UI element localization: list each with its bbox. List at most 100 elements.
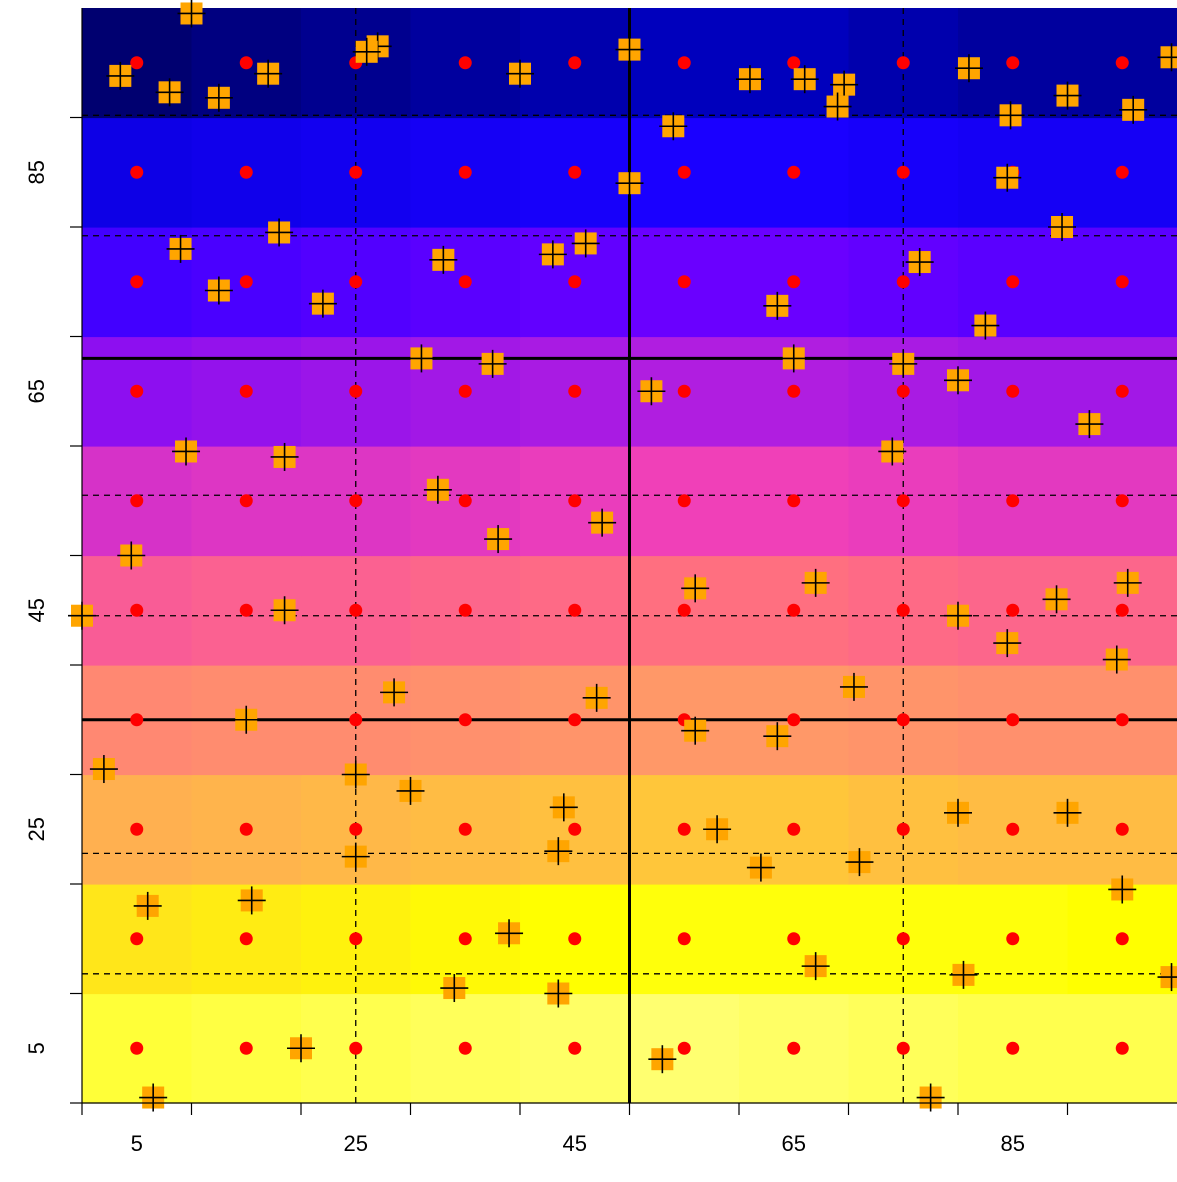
red-dot-point [787, 384, 801, 398]
orange-square-point [615, 35, 644, 64]
red-dot-point [568, 275, 582, 289]
orange-square-point [341, 760, 370, 789]
red-dot-point [458, 603, 472, 617]
red-dot-point [568, 1041, 582, 1055]
orange-square-point [954, 54, 983, 83]
orange-square-point [971, 311, 1000, 340]
orange-square-point [287, 1034, 315, 1063]
orange-square-point [905, 248, 934, 277]
orange-square-point [588, 508, 617, 537]
red-dot-point [239, 494, 253, 508]
orange-square-point [801, 568, 830, 597]
red-dot-point [239, 165, 253, 179]
orange-square-point [177, 0, 206, 28]
red-dot-point [1115, 603, 1129, 617]
red-dot-point [568, 603, 582, 617]
red-dot-point [1115, 384, 1129, 398]
axes: 5 25 45 65 85 5 25 45 65 85 [24, 8, 1177, 1156]
red-dot-point [458, 932, 472, 946]
orange-square-point [823, 92, 852, 121]
red-dot-point [787, 165, 801, 179]
red-dot-point [568, 822, 582, 836]
red-dot-point [458, 1041, 472, 1055]
orange-square-point [839, 672, 868, 701]
red-dot-point [130, 822, 144, 836]
orange-square-point [1108, 875, 1137, 904]
red-dot-point [130, 603, 144, 617]
red-dot-point [130, 275, 144, 289]
orange-square-point [544, 979, 573, 1008]
orange-square-point [1119, 95, 1148, 124]
red-dot-point [677, 56, 691, 70]
orange-square-point [133, 891, 162, 920]
orange-square-point [117, 541, 146, 570]
red-dot-point [896, 56, 910, 70]
red-dot-point [458, 494, 472, 508]
orange-square-point [916, 1083, 945, 1112]
orange-square-point [396, 776, 425, 805]
red-dot-point [130, 494, 144, 508]
orange-square-point [352, 37, 381, 66]
orange-square-point [341, 842, 370, 871]
orange-square-series [68, 0, 1177, 1112]
red-dot-point [1006, 713, 1020, 727]
red-dot-point [1115, 56, 1129, 70]
red-dot-point [896, 384, 910, 398]
orange-square-point [763, 291, 792, 320]
orange-square-point [763, 722, 792, 751]
orange-square-point [538, 240, 567, 269]
orange-square-point [703, 815, 732, 844]
red-dot-point [896, 713, 910, 727]
orange-square-point [484, 525, 513, 554]
orange-square-point [790, 65, 819, 94]
red-dot-point [1115, 494, 1129, 508]
red-dot-point [568, 165, 582, 179]
red-dot-point [130, 932, 144, 946]
red-dot-point [349, 822, 363, 836]
red-dot-point [677, 932, 691, 946]
orange-square-point [735, 65, 764, 94]
red-dot-point [568, 494, 582, 508]
red-dot-point [677, 384, 691, 398]
red-dot-point [130, 1041, 144, 1055]
red-dot-point [677, 165, 691, 179]
orange-square-point [265, 218, 294, 247]
red-dot-point [349, 384, 363, 398]
red-dot-point [1006, 384, 1020, 398]
red-dot-point [787, 494, 801, 508]
orange-square-point [878, 437, 907, 466]
red-dot-point [787, 713, 801, 727]
orange-square-point [506, 59, 534, 88]
orange-square-point [270, 442, 299, 471]
orange-square-point [155, 78, 184, 107]
red-dot-point [1006, 1041, 1020, 1055]
orange-square-point [944, 366, 972, 395]
red-dot-point [130, 56, 144, 70]
orange-square-point [746, 853, 775, 882]
orange-square-point [106, 61, 135, 90]
orange-square-point [270, 596, 299, 625]
orange-square-point [440, 974, 469, 1003]
red-dot-point [568, 713, 582, 727]
orange-square-point [1157, 43, 1177, 72]
x-axis-tick-label: 45 [563, 1131, 587, 1156]
red-dot-point [239, 384, 253, 398]
red-dot-point [677, 603, 691, 617]
red-dot-point [1115, 1041, 1129, 1055]
red-dot-point [677, 1041, 691, 1055]
orange-square-point [308, 289, 337, 318]
y-axis-tick-label: 85 [24, 160, 49, 184]
y-axis-tick-label: 25 [24, 817, 49, 841]
red-dot-point [458, 384, 472, 398]
red-dot-point [458, 713, 472, 727]
orange-square-point [495, 919, 524, 948]
red-dot-point [568, 384, 582, 398]
orange-square-point [582, 683, 611, 712]
red-dot-point [896, 822, 910, 836]
red-dot-point [349, 275, 363, 289]
orange-square-point [429, 245, 458, 274]
red-dot-point [787, 932, 801, 946]
orange-square-point [544, 837, 573, 866]
red-dot-point [1115, 822, 1129, 836]
red-dot-point [896, 494, 910, 508]
